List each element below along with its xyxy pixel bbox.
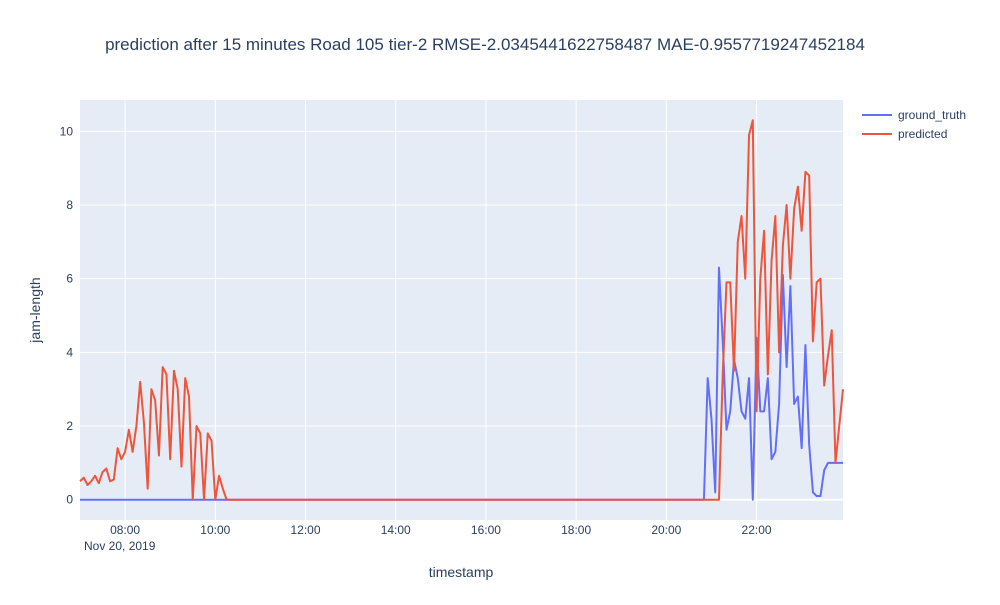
legend-label: ground_truth xyxy=(898,108,966,122)
legend-item-ground-truth[interactable]: ground_truth xyxy=(862,108,966,122)
series-lines xyxy=(79,119,844,501)
x-tick-label: 08:00 xyxy=(110,523,140,537)
x-tick-label: 20:00 xyxy=(651,523,681,537)
x-tick-label: 16:00 xyxy=(471,523,501,537)
y-tick-label: 2 xyxy=(66,419,73,433)
y-tick-label: 8 xyxy=(66,198,73,212)
x-tick-label: 14:00 xyxy=(381,523,411,537)
x-tick-label: 12:00 xyxy=(291,523,321,537)
legend[interactable]: ground_truth predicted xyxy=(862,108,966,141)
x-tick-label: 22:00 xyxy=(742,523,772,537)
y-tick-label: 0 xyxy=(66,493,73,507)
x-axis-title: timestamp xyxy=(429,564,494,580)
x-tick-label: 10:00 xyxy=(200,523,230,537)
chart-title: prediction after 15 minutes Road 105 tie… xyxy=(105,35,865,54)
y-tick-label: 4 xyxy=(66,345,73,359)
y-tick-label: 6 xyxy=(66,272,73,286)
legend-item-predicted[interactable]: predicted xyxy=(862,127,947,141)
y-tick-label: 10 xyxy=(60,124,74,138)
x-tick-label: 18:00 xyxy=(561,523,591,537)
axis-labels: 08:00 10:00 12:00 14:00 16:00 18:00 20:00 22:00… xyxy=(60,124,772,537)
y-axis-title: jam-length xyxy=(27,277,43,343)
x-axis-date-label: Nov 20, 2019 xyxy=(84,539,156,553)
series-line-predicted xyxy=(79,119,844,501)
legend-label: predicted xyxy=(898,127,947,141)
